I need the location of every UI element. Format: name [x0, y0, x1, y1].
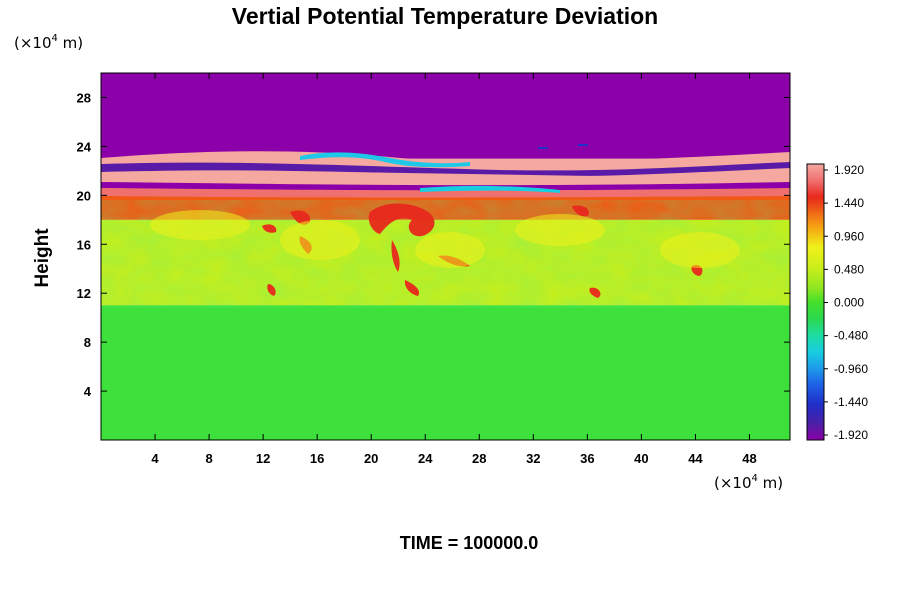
colorbar-gradient	[806, 163, 825, 441]
chart-title: Vertial Potential Temperature Deviation	[232, 3, 658, 29]
colorbar-tick-label: 1.920	[834, 163, 864, 177]
y-tick-label: 16	[77, 237, 91, 252]
x-tick-label: 20	[364, 451, 378, 466]
y-tick-label: 24	[77, 139, 92, 154]
y-tick-label: 8	[84, 335, 91, 350]
colorbar-tick-label: 1.440	[834, 196, 864, 210]
x-tick-label: 8	[205, 451, 212, 466]
x-tick-label: 4	[151, 451, 159, 466]
upper-bands	[101, 151, 790, 198]
y-tick-label: 20	[77, 188, 91, 203]
field-layer-4	[101, 73, 790, 159]
x-tick-label: 16	[310, 451, 324, 466]
colorbar-tick-label: 0.480	[834, 262, 864, 276]
x-tick-label: 12	[256, 451, 270, 466]
x-tick-label: 36	[580, 451, 594, 466]
plot-frame	[100, 72, 791, 441]
y-axis-ticks: 4 8 12 16 20 24 28	[77, 90, 790, 399]
x-unit-label: (×104 m)	[714, 473, 783, 492]
x-tick-label: 48	[742, 451, 756, 466]
y-tick-label: 28	[77, 90, 91, 105]
colorbar: 1.920 1.440 0.960 0.480 0.000 -0.480 -0.960 -1.…	[806, 163, 868, 442]
x-tick-label: 40	[634, 451, 648, 466]
colorbar-tick-label: -0.480	[834, 329, 868, 343]
colorbar-ticks: 1.920 1.440 0.960 0.480 0.000 -0.480 -0.960 -1.…	[824, 163, 868, 442]
colorbar-tick-label: -1.440	[834, 395, 868, 409]
colorbar-tick-label: 0.000	[834, 296, 864, 310]
x-tick-label: 28	[472, 451, 486, 466]
x-axis-ticks: 4 8 12 16 20 24 28 32 36 40 44 48	[151, 73, 757, 466]
plot-area	[101, 73, 790, 440]
y-tick-label: 12	[77, 286, 91, 301]
colorbar-tick-label: 0.960	[834, 229, 864, 243]
colorbar-tick-label: -1.920	[834, 428, 868, 442]
colorbar-tick-label: -0.960	[834, 362, 868, 376]
x-tick-label: 24	[418, 451, 433, 466]
y-unit-label: (×104 m)	[14, 33, 83, 52]
y-axis-title: Height	[32, 228, 53, 288]
time-annotation: TIME = 100000.0	[400, 533, 539, 553]
y-tick-label: 4	[84, 384, 92, 399]
field-layer-0	[101, 305, 790, 440]
warm-patches	[150, 210, 740, 268]
top-specks	[538, 144, 588, 149]
x-tick-label: 32	[526, 451, 540, 466]
x-tick-label: 44	[688, 451, 703, 466]
